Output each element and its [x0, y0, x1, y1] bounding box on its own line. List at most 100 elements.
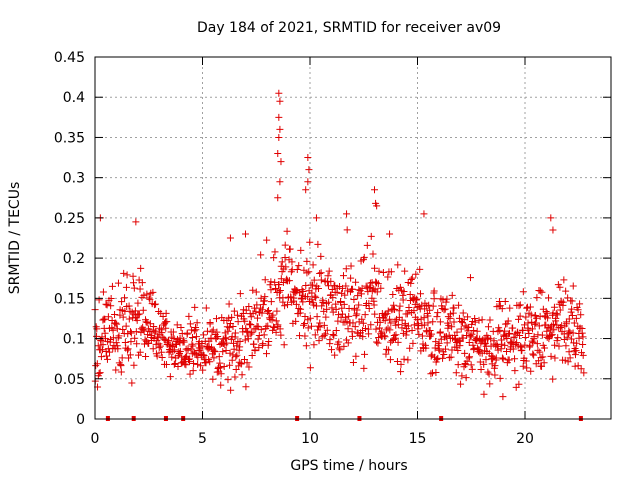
- data-point: [407, 276, 415, 284]
- data-point: [530, 351, 538, 359]
- data-point: [377, 284, 385, 292]
- data-point: [158, 329, 166, 337]
- data-point: [212, 315, 220, 323]
- data-point: [128, 379, 136, 387]
- data-point: [226, 234, 234, 242]
- data-point: [522, 313, 530, 321]
- data-point: [547, 331, 555, 339]
- data-point: [534, 346, 542, 354]
- data-point: [152, 327, 160, 335]
- data-point: [162, 324, 170, 332]
- data-point: [506, 304, 514, 312]
- data-point: [531, 320, 539, 328]
- data-point: [443, 295, 451, 303]
- data-point: [511, 355, 519, 363]
- data-point: [275, 133, 283, 141]
- data-point: [515, 302, 523, 310]
- data-point: [420, 314, 428, 322]
- data-point: [426, 306, 434, 314]
- data-point: [261, 276, 269, 284]
- data-point: [275, 89, 283, 97]
- data-point: [298, 291, 306, 299]
- data-point: [363, 241, 371, 249]
- data-point: [139, 306, 147, 314]
- data-point: [316, 323, 324, 331]
- data-point: [112, 339, 120, 347]
- data-point: [521, 341, 529, 349]
- data-point: [137, 264, 145, 272]
- data-point: [465, 324, 473, 332]
- data-point: [130, 361, 138, 369]
- data-point: [317, 252, 325, 260]
- data-point: [404, 322, 412, 330]
- data-point: [338, 289, 346, 297]
- data-point: [270, 324, 278, 332]
- data-point: [230, 345, 238, 353]
- data-point: [565, 327, 573, 335]
- data-point: [268, 316, 276, 324]
- data-point: [276, 97, 284, 105]
- data-point: [532, 319, 540, 327]
- data-point: [538, 362, 546, 370]
- data-point: [189, 367, 197, 375]
- data-point: [466, 274, 474, 282]
- data-point: [412, 270, 420, 278]
- data-point: [138, 279, 146, 287]
- data-point: [551, 354, 559, 362]
- data-point: [403, 310, 411, 318]
- data-point: [501, 341, 509, 349]
- data-point: [292, 317, 300, 325]
- data-point: [271, 278, 279, 286]
- data-point: [117, 368, 125, 376]
- data-point: [448, 291, 456, 299]
- data-point: [253, 314, 261, 322]
- data-point: [372, 279, 380, 287]
- data-point: [436, 318, 444, 326]
- data-point: [378, 328, 386, 336]
- data-point: [403, 328, 411, 336]
- data-point: [417, 290, 425, 298]
- data-point: [484, 323, 492, 331]
- data-point: [275, 281, 283, 289]
- data-point: [554, 334, 562, 342]
- data-point: [457, 325, 465, 333]
- data-point: [257, 326, 265, 334]
- data-point: [290, 294, 298, 302]
- data-point: [228, 356, 236, 364]
- data-point: [448, 346, 456, 354]
- data-point: [340, 342, 348, 350]
- data-point: [115, 332, 123, 340]
- data-point: [477, 365, 485, 373]
- data-point: [494, 328, 502, 336]
- data-point: [440, 351, 448, 359]
- data-point: [159, 313, 167, 321]
- data-point: [350, 295, 358, 303]
- data-point: [281, 253, 289, 261]
- data-point: [399, 296, 407, 304]
- data-point: [454, 361, 462, 369]
- data-point: [453, 328, 461, 336]
- data-point: [310, 276, 318, 284]
- data-point: [505, 329, 513, 337]
- data-point: [213, 328, 221, 336]
- data-point: [358, 315, 366, 323]
- data-point: [95, 369, 103, 377]
- data-point: [127, 338, 135, 346]
- data-point: [276, 125, 284, 133]
- data-point: [229, 322, 237, 330]
- data-point: [574, 362, 582, 370]
- data-point: [93, 325, 101, 333]
- data-point: [190, 327, 198, 335]
- data-point: [322, 313, 330, 321]
- data-point: [450, 304, 458, 312]
- data-point: [109, 326, 117, 334]
- data-point: [375, 333, 383, 341]
- data-point: [307, 322, 315, 330]
- data-point: [539, 353, 547, 361]
- data-point: [393, 358, 401, 366]
- data-point: [155, 324, 163, 332]
- data-point: [348, 332, 356, 340]
- data-point: [267, 286, 275, 294]
- data-point: [527, 311, 535, 319]
- data-point: [193, 319, 201, 327]
